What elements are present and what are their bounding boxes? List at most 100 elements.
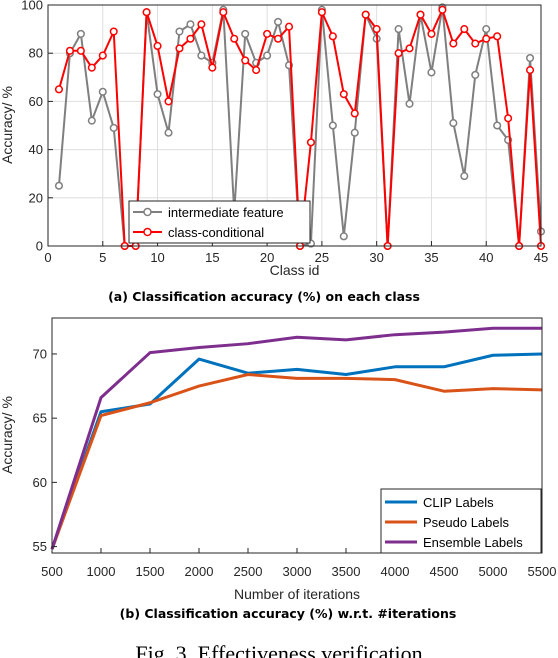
chart-a-ylabel: Accuracy/ % [0,86,15,164]
data-point-class-conditional [350,109,359,118]
data-point-intermediate-feature [186,20,195,29]
data-point-class-conditional [109,27,118,36]
data-point-intermediate-feature [427,68,436,77]
series-line-ensemble-labels [50,326,542,550]
data-point-class-conditional [230,34,239,43]
data-point-class-conditional [186,34,195,43]
data-point-intermediate-feature [449,119,458,128]
data-point-intermediate-feature [164,128,173,137]
chart-a-series [54,3,546,251]
data-point-intermediate-feature [153,90,162,99]
data-point-class-conditional [438,5,447,14]
data-point-intermediate-feature [394,25,403,34]
data-point-class-conditional [263,29,272,38]
chart-a-xtick-label: 5 [99,250,106,265]
data-point-class-conditional [482,34,491,43]
chart-b-ticks: 55 60 65 70 500 1000 1500 2000 2500 3000 3500 4000 4… [33,346,557,579]
chart-b: 55 60 65 70 500 1000 1500 2000 2500 3000 3500 4000 4… [0,317,557,621]
data-point-intermediate-feature [339,232,348,241]
data-point-class-conditional [504,114,513,123]
chart-b-xtick-label: 2500 [234,564,263,579]
data-point-class-conditional [87,63,96,72]
data-point-class-conditional [241,56,250,65]
data-point-intermediate-feature [76,29,85,38]
legend-marker-intermediate-feature [143,207,152,217]
data-point-class-conditional [317,8,326,17]
chart-b-ylabel: Accuracy/ % [0,396,15,474]
data-point-class-conditional [164,97,173,106]
chart-a-xtick-label: 20 [260,250,274,265]
legend-label-pseudo-labels: Pseudo Labels [423,515,510,530]
legend-marker-class-conditional [143,227,152,237]
data-point-intermediate-feature [197,51,206,60]
chart-a-xlabel: Class id [270,262,320,278]
chart-a-xtick-label: 30 [369,250,383,265]
data-point-class-conditional [76,46,85,55]
data-point-class-conditional [54,85,64,94]
chart-b-ytick-label: 70 [33,346,47,361]
data-point-class-conditional [460,25,469,34]
data-point-intermediate-feature [482,25,491,34]
chart-b-xtick-label: 4000 [381,564,410,579]
data-point-intermediate-feature [175,27,184,36]
chart-a-ticks: 0 20 40 60 80 100 0 5 10 15 20 25 30 35 40 45 [21,0,548,265]
chart-a-ytick-label: 0 [36,239,43,254]
data-point-intermediate-feature [241,29,250,38]
chart-a-ytick-label: 80 [29,46,43,61]
data-point-class-conditional [284,22,294,31]
data-point-class-conditional [449,39,458,48]
data-point-class-conditional [394,49,403,58]
data-point-class-conditional [153,41,162,51]
chart-b-xlabel: Number of iterations [234,586,360,602]
chart-b-xtick-label: 1500 [136,564,165,579]
legend-label-class-conditional: class-conditional [168,225,264,240]
chart-b-xtick-label: 1000 [87,564,116,579]
chart-a-ytick-label: 20 [29,190,43,205]
chart-a-legend-box [128,200,311,244]
chart-a-legend: intermediate feature class-conditional [128,200,311,244]
data-point-intermediate-feature [471,70,480,79]
data-point-class-conditional [219,8,228,17]
data-point-intermediate-feature [328,121,337,130]
chart-b-xtick-label: 4500 [430,564,459,579]
chart-b-caption: (b) Classification accuracy (%) w.r.t. #… [120,606,457,621]
chart-a-xtick-label: 25 [315,250,329,265]
data-point-class-conditional [252,66,261,75]
legend-label-clip-labels: CLIP Labels [423,495,494,510]
data-point-class-conditional [306,138,315,147]
data-point-class-conditional [339,90,348,99]
data-point-class-conditional [405,44,414,53]
chart-b-ytick-label: 60 [33,475,47,490]
data-point-class-conditional [525,66,535,75]
data-point-class-conditional [98,51,107,60]
chart-b-xtick-label: 3500 [332,564,361,579]
chart-a-xtick-label: 15 [205,250,219,265]
data-point-class-conditional [416,10,425,19]
data-point-class-conditional [471,39,480,48]
data-point-intermediate-feature [87,116,96,125]
chart-a-ytick-label: 40 [29,142,43,157]
chart-a-ytick-label: 60 [29,94,43,109]
data-point-class-conditional [493,32,502,41]
data-point-intermediate-feature [350,128,359,137]
data-point-class-conditional [372,25,381,34]
chart-b-xtick-label: 5500 [528,564,557,579]
chart-a-xtick-label: 35 [424,250,438,265]
chart-a-caption: (a) Classification accuracy (%) on each … [108,289,420,304]
chart-b-ytick-label: 65 [33,411,47,426]
data-point-intermediate-feature [460,172,469,181]
chart-a-ytick-label: 100 [21,0,43,13]
chart-b-xtick-label: 5000 [479,564,508,579]
chart-b-xtick-label: 3000 [283,564,312,579]
data-point-class-conditional [328,32,337,41]
chart-b-ytick-label: 55 [33,539,47,554]
data-point-class-conditional [142,8,151,17]
legend-label-ensemble-labels: Ensemble Labels [423,535,523,550]
figure-caption: Fig. 3. Effectiveness verification [135,641,422,658]
chart-b-xtick-label: 500 [41,564,63,579]
data-point-class-conditional [361,10,370,19]
data-point-class-conditional [175,44,184,53]
chart-b-series [50,326,543,550]
data-point-intermediate-feature [98,87,107,96]
